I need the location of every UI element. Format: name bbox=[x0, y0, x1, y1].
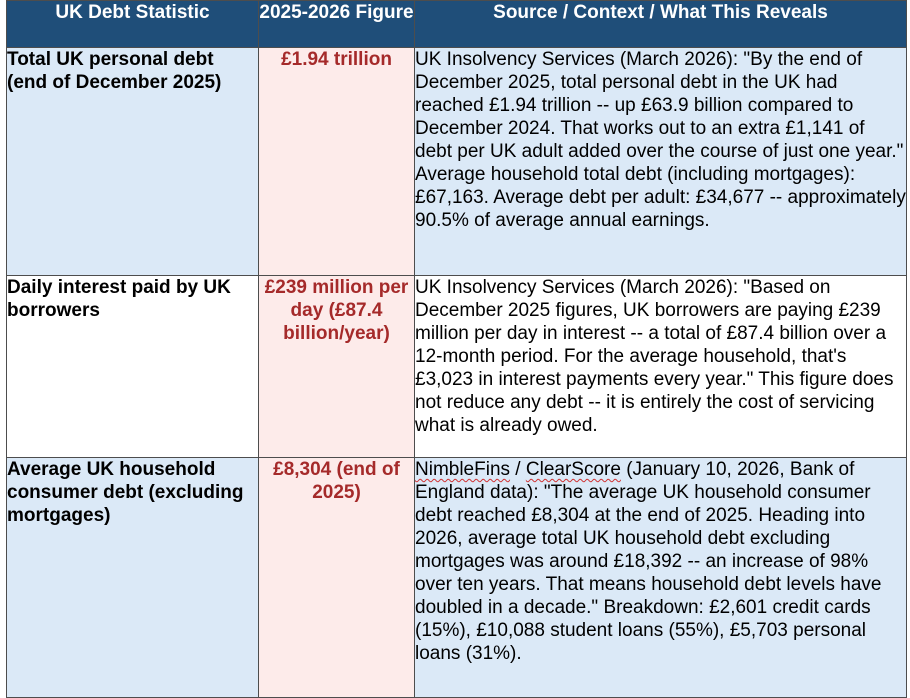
source-cell: UK Insolvency Services (March 2026): "Ba… bbox=[414, 275, 907, 458]
statistic-cell: Daily interest paid by UK borrowers bbox=[6, 275, 259, 458]
source-separator: / bbox=[510, 459, 526, 480]
table-row: Daily interest paid by UK borrowers £239… bbox=[6, 275, 907, 458]
table-row: Total UK personal debt (end of December … bbox=[6, 47, 907, 276]
statistic-cell: Total UK personal debt (end of December … bbox=[6, 47, 259, 276]
source-cell: UK Insolvency Services (March 2026): "By… bbox=[414, 47, 907, 276]
figure-cell: £239 million per day (£87.4 billion/year… bbox=[258, 275, 415, 458]
source-org-nimblefins: NimbleFins bbox=[415, 459, 511, 480]
statistic-cell: Average UK household consumer debt (excl… bbox=[6, 457, 259, 698]
header-source: Source / Context / What This Reveals bbox=[414, 0, 907, 48]
figure-cell: £1.94 trillion bbox=[258, 47, 415, 276]
header-figure: 2025-2026 Figure bbox=[258, 0, 415, 48]
source-text: (January 10, 2026, Bank of England data)… bbox=[415, 459, 882, 664]
header-row: UK Debt Statistic 2025-2026 Figure Sourc… bbox=[6, 0, 907, 48]
figure-cell: £8,304 (end of 2025) bbox=[258, 457, 415, 698]
source-cell: NimbleFins / ClearScore (January 10, 202… bbox=[414, 457, 907, 698]
table-row: Average UK household consumer debt (excl… bbox=[6, 457, 907, 698]
source-org-clearscore: ClearScore bbox=[525, 459, 621, 480]
debt-statistics-table: UK Debt Statistic 2025-2026 Figure Sourc… bbox=[6, 0, 907, 698]
header-statistic: UK Debt Statistic bbox=[6, 0, 259, 48]
